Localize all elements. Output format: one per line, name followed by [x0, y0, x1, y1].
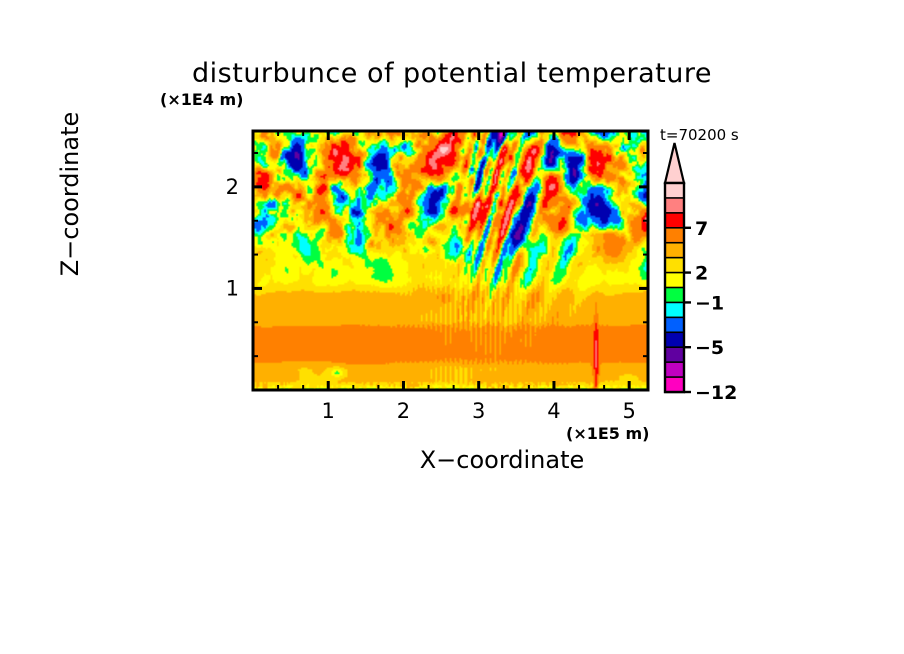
x-tick-label: 5 [623, 399, 636, 423]
contour-field [253, 131, 648, 390]
colorbar-arrow-top [663, 142, 686, 185]
y-tick-label: 2 [226, 175, 239, 199]
y-tick-label: 1 [226, 276, 239, 300]
time-stamp-label: t=70200 s [660, 126, 739, 144]
x-tick-label: 3 [472, 399, 485, 423]
contour-raster [253, 131, 648, 390]
colorbar-band [664, 376, 685, 394]
plot-frame [251, 129, 650, 392]
z-axis-unit-label: (×1E4 m) [160, 90, 244, 109]
colorbar-label: −1 [695, 292, 724, 314]
colorbar-label: −5 [695, 337, 724, 359]
x-tick-label: 2 [397, 399, 410, 423]
x-tick-label: 1 [322, 399, 335, 423]
colorbar: 7 2 −1 −5 −12 [663, 142, 737, 404]
colorbar-label: 2 [695, 263, 708, 285]
colorbar-band [664, 212, 685, 229]
colorbar-band [664, 346, 685, 364]
colorbar-band [664, 301, 685, 319]
colorbar-label: −12 [695, 382, 737, 404]
colorbar-band [664, 256, 685, 274]
colorbar-band [664, 361, 685, 379]
colorbar-band [664, 331, 685, 349]
x-axis-unit-label: (×1E5 m) [566, 424, 650, 443]
colorbar-border [663, 181, 686, 394]
x-tick-label: 4 [547, 399, 560, 423]
colorbar-band [664, 182, 685, 200]
colorbar-band [664, 316, 685, 334]
page-title: disturbunce of potential temperature [192, 58, 712, 89]
colorbar-band [664, 286, 685, 304]
axis-decorations: 1 2 3 4 5 1 2 [226, 129, 650, 423]
colorbar-label: 7 [695, 218, 708, 240]
colorbar-band [664, 226, 685, 244]
colorbar-band [664, 197, 685, 215]
colorbar-band [664, 271, 685, 289]
colorbar-band [664, 241, 685, 259]
x-axis-title: X−coordinate [419, 446, 585, 474]
